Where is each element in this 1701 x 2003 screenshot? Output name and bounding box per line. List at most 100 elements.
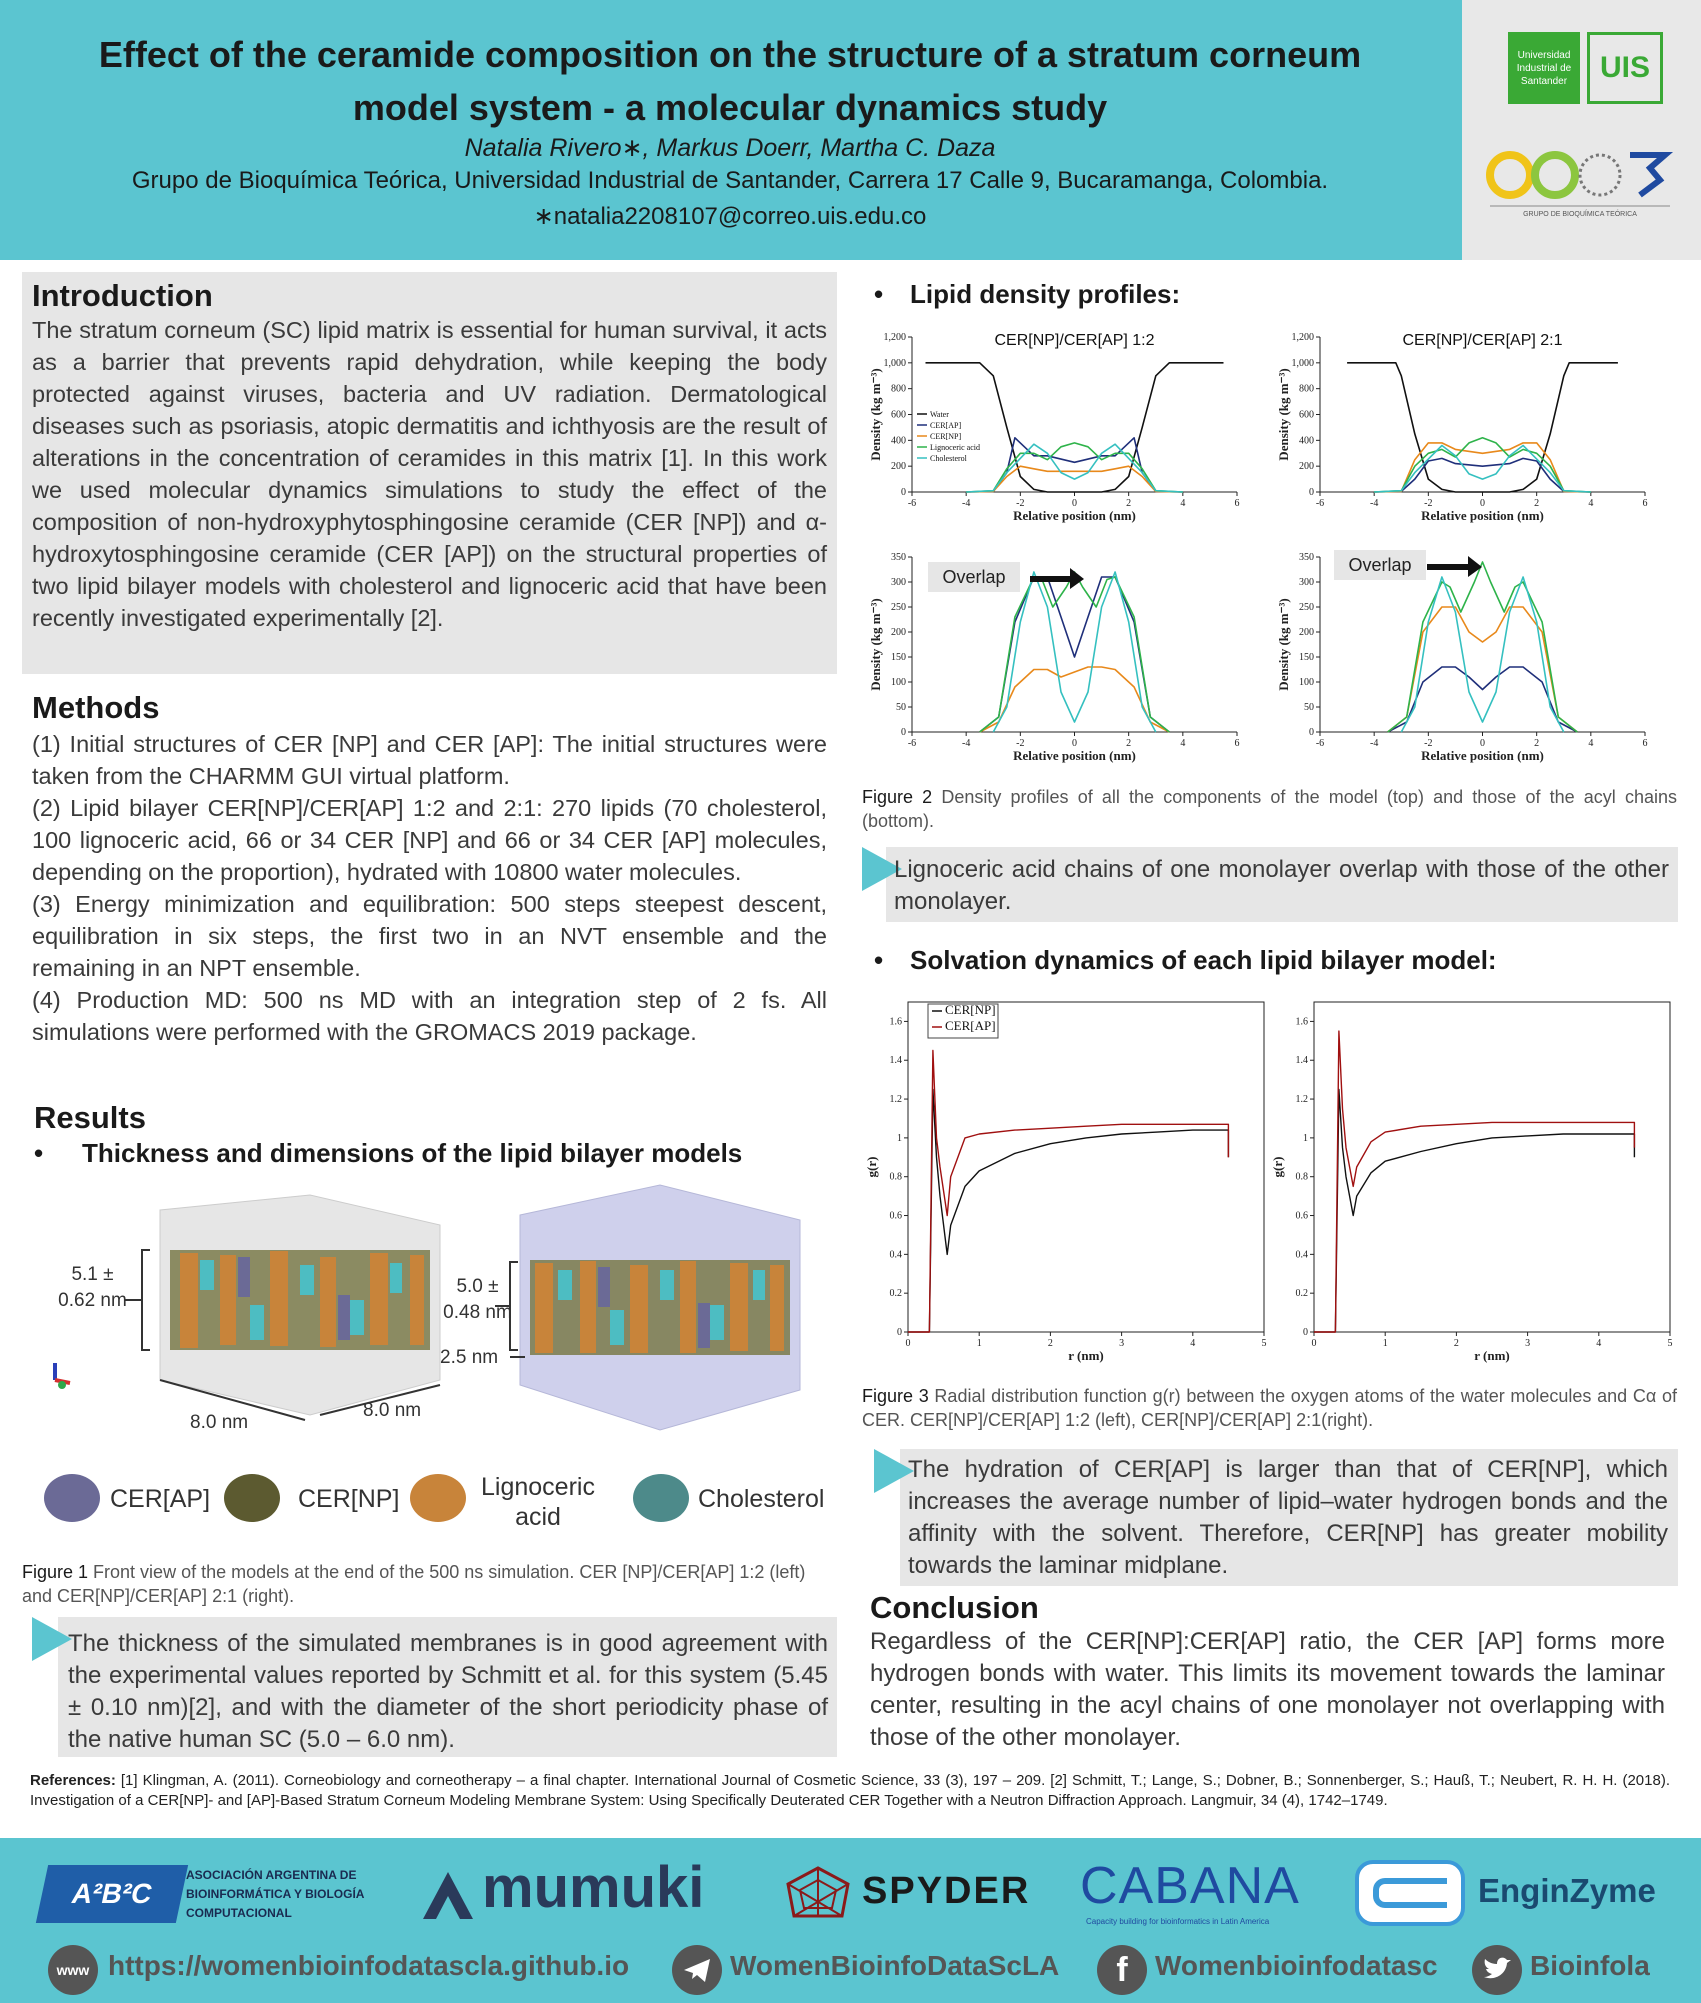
methods-item-3: (3) Energy minimization and equilibratio…: [32, 891, 827, 981]
x-tick-label: 4: [1588, 498, 1593, 509]
x-tick-label: 6: [1235, 498, 1240, 509]
x-axis-label: Relative position (nm): [1013, 748, 1136, 763]
x-tick-label: -2: [1016, 498, 1024, 509]
gbt-logo: GRUPO DE BIOQUÍMICA TEÓRICA: [1486, 151, 1674, 218]
x-tick-label: -6: [908, 738, 916, 749]
left-model: [159, 1194, 441, 1416]
y-tick-label: 250: [891, 602, 906, 613]
y-tick-label: 1.6: [890, 1016, 903, 1027]
y-tick-label: 1.2: [890, 1094, 903, 1105]
series-line-cholesterol: [1400, 576, 1565, 733]
legend-entry: CER[AP]: [945, 1018, 996, 1033]
series-line-cer-ap-: [908, 1049, 1230, 1333]
series-line-lignoceric-acid: [979, 571, 1170, 733]
x-tick-label: 2: [1454, 1338, 1459, 1349]
website-link[interactable]: https://womenbioinfodatascla.github.io: [108, 1950, 630, 1981]
y-tick-label: 0.4: [890, 1249, 903, 1260]
y-tick-label: 0.8: [890, 1172, 903, 1183]
x-tick-label: 0: [1312, 1338, 1317, 1349]
dimension-x-label: 8.0 nm: [190, 1412, 249, 1433]
title-line-1: Effect of the ceramide composition on th…: [98, 34, 1362, 75]
legend-swatch-cholesterol: [633, 1474, 689, 1522]
gbt-logo-ring-grey: [1578, 153, 1622, 197]
cabana-logo[interactable]: CABANA: [1080, 1857, 1300, 1915]
highlight3-text: The hydration of CER[AP] is larger than …: [908, 1456, 1668, 1579]
series-line-cer-ap-: [966, 437, 1183, 493]
series-line-cholesterol: [966, 443, 1183, 493]
y-tick-label: 800: [1299, 384, 1314, 395]
header-banner: [0, 0, 1462, 260]
figure2-caption-text: Density profiles of all the components o…: [862, 787, 1677, 831]
x-axis-label: r (nm): [1474, 1348, 1510, 1363]
y-tick-label: 250: [1299, 602, 1314, 613]
y-tick-label: 100: [891, 677, 906, 688]
y-tick-label: 1,000: [884, 358, 907, 369]
gbt-logo-text: GRUPO DE BIOQUÍMICA TEÓRICA: [1523, 209, 1637, 218]
series-line-cer-ap-: [1387, 666, 1578, 733]
chart: 0 1 2 3 4 5 0 0.2 0.4 0.6 0.8 1 1.2 1.4 1.6 r (nm) g(r) C…: [864, 1001, 1267, 1363]
plot-frame: [907, 1001, 1265, 1333]
results-heading: Results: [34, 1100, 146, 1135]
x-tick-label: 6: [1643, 738, 1648, 749]
y-tick-label: 100: [1299, 677, 1314, 688]
series-line-cholesterol: [992, 571, 1157, 733]
highlight2-text: Lignoceric acid chains of one monolayer …: [894, 856, 1669, 915]
legend-swatch-lignoceric: [410, 1474, 466, 1522]
cabana-subtitle: Capacity building for bioinformatics in …: [1086, 1917, 1270, 1926]
methods-item-2: (2) Lipid bilayer CER[NP]/CER[AP] 1:2 an…: [32, 795, 827, 885]
mumuki-logo[interactable]: mumuki: [482, 1855, 705, 1920]
y-tick-label: 0.2: [1296, 1288, 1309, 1299]
y-tick-label: 1.4: [1296, 1055, 1309, 1066]
enginzyme-logo[interactable]: EnginZyme: [1478, 1872, 1656, 1909]
series-line-cer-np-: [1374, 442, 1591, 493]
figure1-label: Figure 1: [22, 1562, 89, 1582]
legend-entry: CER[AP]: [930, 421, 961, 430]
a2b2c-logo[interactable]: A²B²C: [35, 1865, 189, 1923]
series-line-cer-np-: [979, 666, 1170, 733]
x-axis-label: Relative position (nm): [1421, 748, 1544, 763]
introduction-text: The stratum corneum (SC) lipid matrix is…: [32, 317, 827, 631]
y-tick-label: 150: [891, 652, 906, 663]
legend-entry: CER[NP]: [945, 1002, 996, 1017]
highlight2-box: [886, 847, 1678, 922]
telegram-link[interactable]: WomenBioinfoDataScLA: [730, 1950, 1060, 1981]
www-icon: www: [48, 1945, 98, 1995]
overlap-label: Overlap: [1348, 555, 1411, 575]
results-bullet: •: [34, 1138, 44, 1168]
y-tick-label: 350: [1299, 552, 1314, 563]
y-tick-label: 350: [891, 552, 906, 563]
x-tick-label: 4: [1180, 498, 1185, 509]
mumuki-logo-icon: [423, 1872, 473, 1919]
y-tick-label: 600: [891, 410, 906, 421]
series-line-cholesterol: [1374, 444, 1591, 493]
series-line-water: [925, 361, 1224, 493]
figure2-label: Figure 2: [862, 787, 933, 807]
legend-label-lignoceric: Lignoceric acid: [481, 1473, 595, 1531]
methods-heading: Methods: [32, 690, 160, 725]
left-thickness-label: 5.1 ± 0.62 nm: [58, 1264, 127, 1311]
references-text: [1] Klingman, A. (2011). Corneobiology a…: [30, 1772, 1670, 1809]
legend-box: [927, 1003, 999, 1039]
legend-label-cerap: CER[AP]: [110, 1485, 211, 1513]
x-tick-label: 3: [1525, 1338, 1530, 1349]
twitter-link[interactable]: Bioinfola: [1530, 1950, 1650, 1981]
y-tick-label: 1: [897, 1133, 902, 1144]
y-tick-label: 0.2: [890, 1288, 903, 1299]
overlap-callout: Overlap: [1334, 550, 1482, 580]
y-tick-label: 1.6: [1296, 1016, 1309, 1027]
y-tick-label: 200: [891, 461, 906, 472]
y-tick-label: 1.4: [890, 1055, 903, 1066]
figure1-caption: Figure 1 Front view of the models at the…: [22, 1560, 837, 1608]
legend-entry: CER[NP]: [930, 432, 961, 441]
methods-list: (1) Initial structures of CER [NP] and C…: [32, 728, 827, 1048]
facebook-icon: f: [1097, 1945, 1147, 1995]
x-tick-label: -2: [1424, 738, 1432, 749]
x-tick-label: -4: [1370, 498, 1378, 509]
x-tick-label: 0: [1072, 738, 1077, 749]
dimension-y-label: 8.0 nm: [363, 1400, 422, 1421]
spyder-logo[interactable]: SPYDER: [862, 1870, 1031, 1912]
figure3-label: Figure 3: [862, 1386, 929, 1406]
y-tick-label: 1.2: [1296, 1094, 1309, 1105]
highlight2-arrow-icon: [862, 847, 902, 891]
facebook-link[interactable]: Womenbioinfodatasc: [1155, 1950, 1438, 1981]
